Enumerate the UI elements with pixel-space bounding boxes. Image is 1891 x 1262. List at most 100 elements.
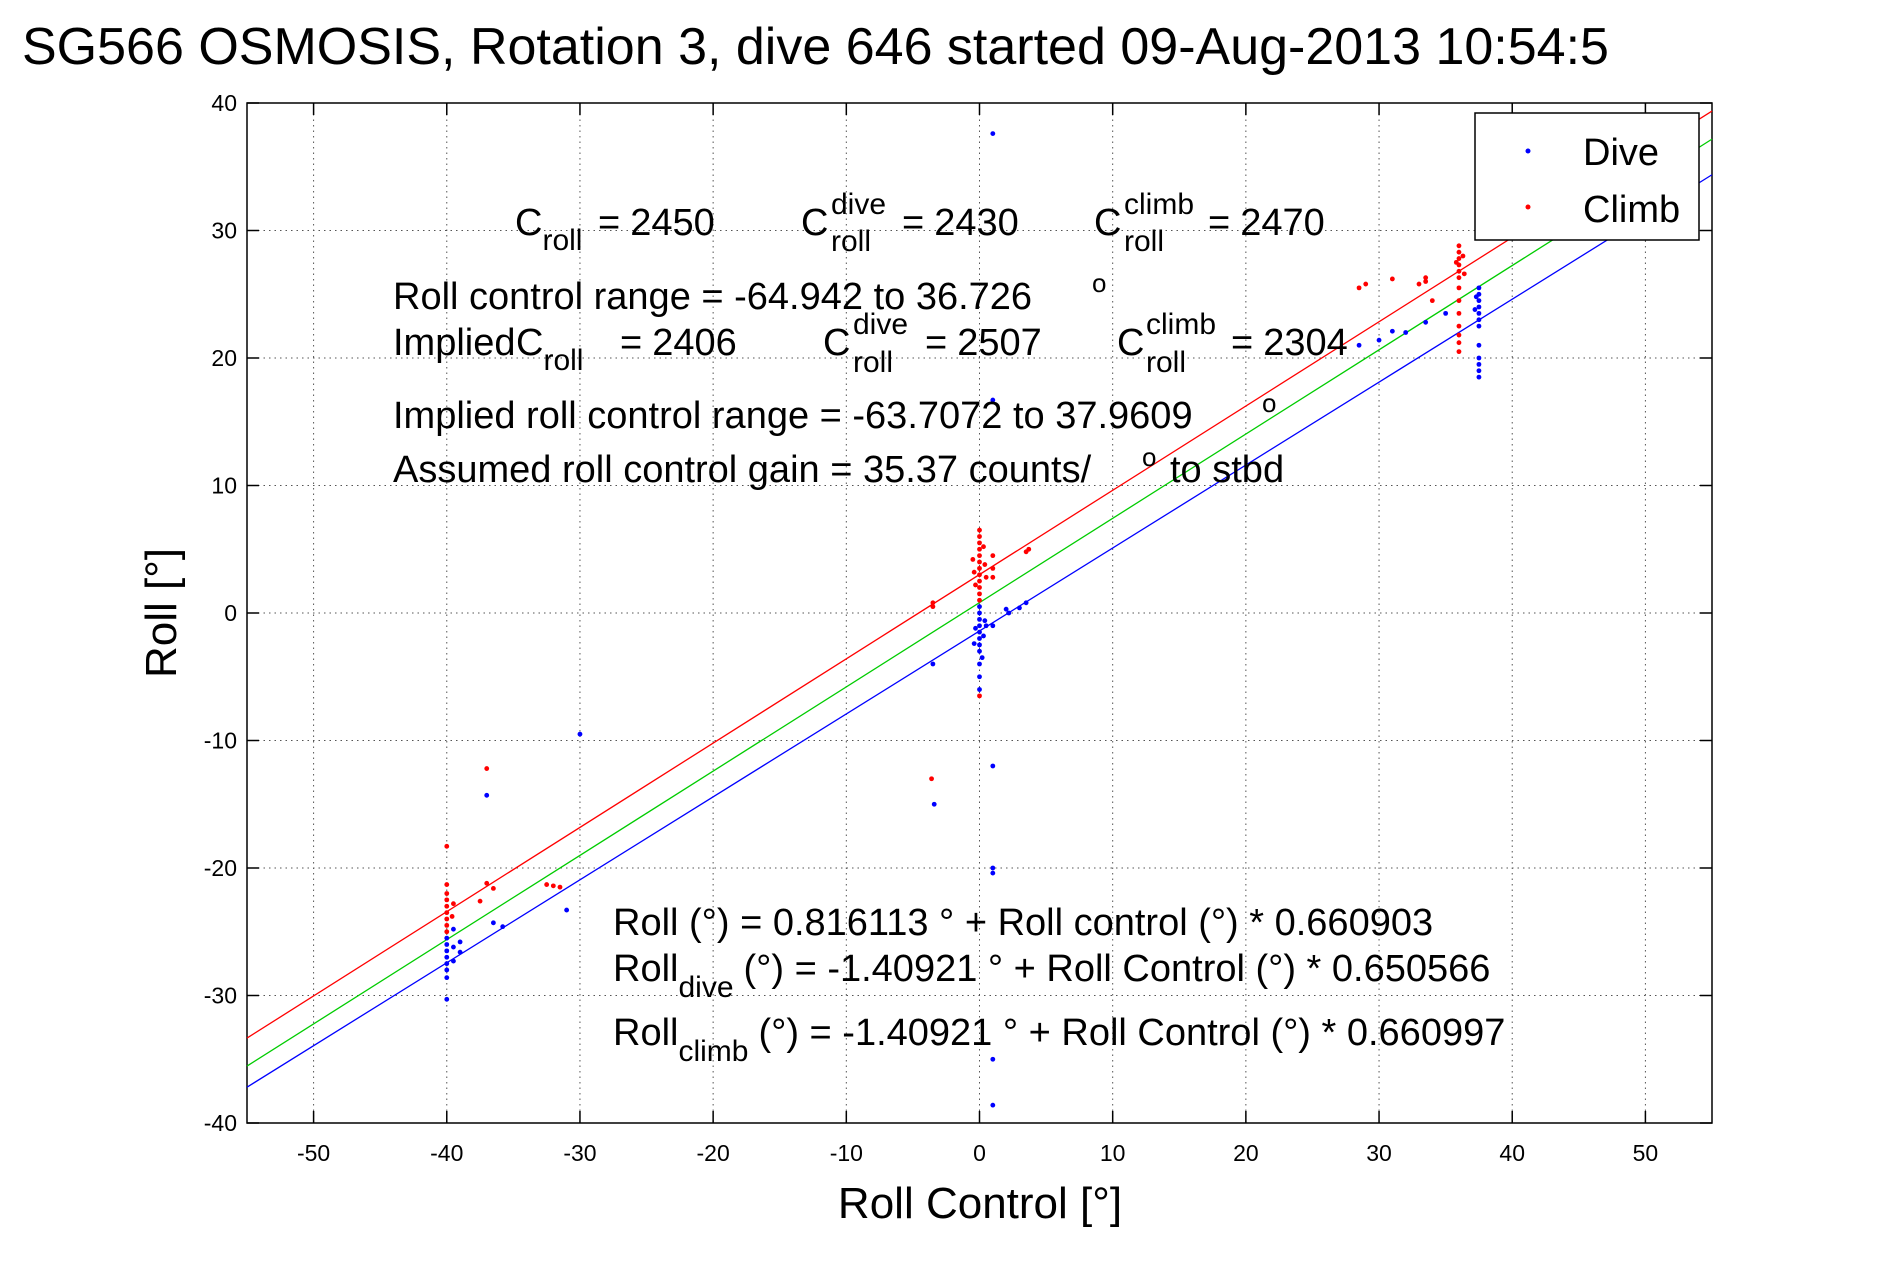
roll-control-range: Roll control range = -64.942 to 36.726 (393, 276, 1032, 318)
data-point-climb (977, 553, 982, 559)
data-point-dive (1472, 307, 1478, 312)
data-point-climb (977, 565, 982, 571)
fit-equation-climb: Rollclimb (°) = -1.40921 ° + Roll Control… (613, 1012, 1505, 1068)
data-point-dive (1017, 605, 1022, 611)
data-point-dive (500, 924, 506, 930)
implied-c-roll-climb-sup: climb (1146, 308, 1216, 341)
implied-c-roll-label: Croll (516, 322, 583, 377)
data-point-climb (1456, 249, 1462, 255)
data-point-climb (444, 843, 450, 849)
implied-c-roll-climb-value: = 2304 (1231, 322, 1348, 364)
data-point-dive (990, 763, 996, 769)
y-tick-label: 10 (211, 473, 237, 499)
data-point-climb (977, 597, 982, 603)
data-point-dive (1376, 337, 1382, 343)
data-point-climb (1429, 298, 1435, 304)
data-point-climb (1363, 281, 1369, 287)
data-point-dive (451, 958, 456, 964)
data-point-dive (1006, 610, 1012, 616)
data-point-dive (444, 975, 450, 981)
data-point-dive (931, 801, 937, 807)
data-point-dive (1423, 319, 1429, 325)
c-roll-dive-sup: dive (831, 188, 886, 221)
data-point-dive (990, 623, 996, 629)
x-tick-label: -20 (697, 1140, 730, 1166)
data-point-dive (444, 961, 450, 967)
implied-roll-control-range: Implied roll control range = -63.7072 to… (393, 395, 1193, 437)
legend: Dive Climb (1474, 112, 1700, 241)
implied-prefix: Implied (393, 322, 516, 364)
legend-label-dive: Dive (1583, 132, 1659, 174)
c-roll-value: = 2450 (598, 202, 715, 244)
data-point-dive (979, 655, 985, 661)
data-point-dive (977, 629, 982, 635)
data-point-dive (1389, 328, 1395, 334)
data-point-climb (444, 916, 450, 922)
data-point-climb (1026, 546, 1032, 552)
data-point-climb (983, 574, 989, 580)
data-point-climb (990, 574, 996, 580)
c-roll-climb-sup: climb (1124, 188, 1194, 221)
data-point-climb (990, 565, 996, 571)
y-tick-label: -40 (204, 1110, 237, 1136)
data-point-dive (444, 948, 450, 954)
data-point-climb (444, 910, 450, 916)
x-tick-label: 30 (1366, 1140, 1392, 1166)
data-point-climb (484, 766, 490, 771)
roll-control-gain: Assumed roll control gain = 35.37 counts… (393, 449, 1092, 491)
data-point-dive (930, 661, 936, 667)
x-tick-label: 40 (1499, 1140, 1525, 1166)
data-point-dive (457, 939, 463, 945)
annotation-nominal-constants: Croll = 2450 C dive roll = 2430 C climb ro… (393, 188, 1348, 491)
data-point-climb (977, 559, 982, 565)
fit-equation-dive: Rolldive (°) = -1.40921 ° + Roll Control … (613, 948, 1490, 1004)
data-point-climb (550, 883, 556, 889)
data-point-dive (444, 942, 450, 947)
x-tick-label: 50 (1633, 1140, 1659, 1166)
data-point-climb (484, 880, 490, 886)
data-point-dive (990, 865, 996, 871)
data-point-dive (1476, 361, 1482, 367)
fit-equation-overall: Roll (°) = 0.816113 ° + Roll control (°)… (613, 902, 1433, 944)
roll-control-range-degree: o (1092, 268, 1106, 298)
data-point-dive (977, 610, 982, 616)
data-point-climb (977, 578, 982, 584)
data-point-climb (1453, 259, 1459, 265)
y-tick-label: -20 (204, 855, 237, 881)
data-point-climb (544, 882, 550, 887)
c-roll-dive-value: = 2430 (902, 202, 1019, 244)
data-point-dive (977, 687, 982, 692)
data-point-climb (557, 884, 563, 890)
data-point-dive (1476, 368, 1482, 374)
data-point-climb (977, 585, 982, 590)
c-roll-climb-value: = 2470 (1208, 202, 1325, 244)
data-point-climb (1456, 310, 1462, 316)
data-point-dive (1473, 294, 1479, 300)
implied-range-degree: o (1262, 388, 1276, 418)
c-roll-dive-symbol: C (801, 202, 828, 244)
x-axis-label: Roll Control [°] (838, 1179, 1122, 1228)
x-tick-label: 0 (973, 1140, 986, 1166)
y-tick-label: 20 (211, 345, 237, 371)
data-point-dive (1476, 298, 1482, 304)
data-point-climb (977, 534, 982, 539)
annotation-fit-equations: Roll (°) = 0.816113 ° + Roll control (°)… (613, 902, 1505, 1068)
data-point-climb (1456, 243, 1462, 249)
x-tick-label: -40 (430, 1140, 463, 1166)
y-tick-label: -10 (204, 728, 237, 754)
data-point-dive (977, 661, 982, 667)
data-point-dive (990, 1056, 996, 1062)
x-tick-label: 10 (1100, 1140, 1126, 1166)
implied-c-roll-dive-symbol: C (823, 322, 850, 364)
legend-box (1474, 112, 1700, 241)
data-point-climb (990, 553, 996, 559)
x-tick-label: -30 (563, 1140, 596, 1166)
data-point-climb (451, 901, 456, 907)
data-point-dive (1476, 342, 1482, 348)
x-tick-label: -50 (297, 1140, 330, 1166)
data-point-climb (930, 604, 936, 610)
data-point-climb (977, 693, 982, 699)
implied-c-roll-dive-value: = 2507 (925, 322, 1042, 364)
data-point-dive (1476, 304, 1482, 310)
data-point-dive (1403, 330, 1409, 335)
